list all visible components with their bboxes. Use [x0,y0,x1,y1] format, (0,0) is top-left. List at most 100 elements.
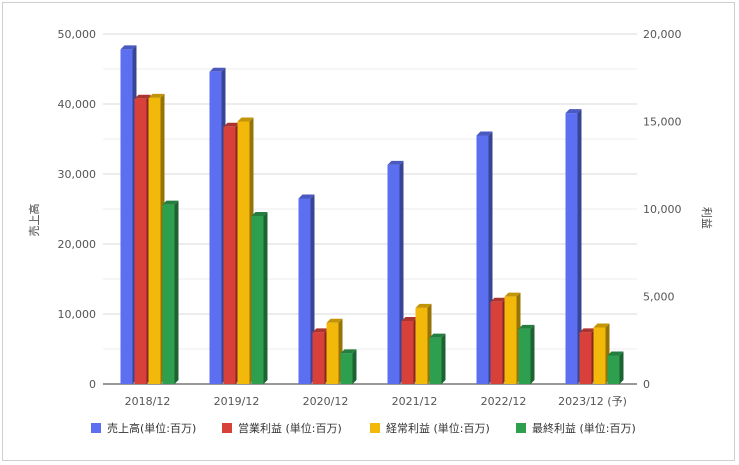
bar [223,122,240,384]
bar [120,45,137,385]
legend-item: 営業利益 (単位:百万) [222,421,342,435]
bar [340,349,357,384]
bar [401,317,418,384]
bar-top [490,297,507,302]
bar-top [504,292,521,297]
bar-front [148,97,161,384]
legend-label: 経常利益 (単位:百万) [386,421,490,435]
bar-top [579,328,596,333]
bar-top [120,45,137,50]
right-axis-title: 利益 [700,207,714,229]
bar-top [298,194,315,199]
bar [237,117,254,384]
bar-top [415,303,432,308]
bar-top [148,93,165,98]
bar [415,303,432,384]
bar-front [223,126,236,384]
bar [490,297,507,384]
x-tick-label: 2019/12 [214,395,260,408]
legend-label: 営業利益 (単位:百万) [238,421,342,435]
bar-top [593,323,610,328]
bar-front [476,135,489,384]
left-tick-label: 0 [89,378,96,391]
bar [504,292,521,384]
bar-front [162,204,175,384]
bar-front [518,328,531,384]
bar-front [504,296,517,384]
bar-side [441,333,446,384]
bar-top [326,318,343,323]
bar-side [352,349,357,384]
bar-front [326,322,339,384]
bar-top [387,160,404,165]
left-tick-label: 50,000 [58,28,97,41]
bars [120,45,624,385]
right-tick-label: 0 [643,378,650,391]
bar [312,328,329,384]
bar-front [593,327,606,384]
bar-front [312,332,325,384]
bar [162,200,179,384]
bar-top [518,324,535,329]
bar-front [134,98,147,384]
bar-top [134,94,151,99]
bar-top [251,212,268,216]
x-axis-ticks: 2018/12 2019/12 2020/12 2021/12 2022/12 2023/… [125,395,627,408]
legend-swatch [91,423,101,433]
x-tick-label: 2022/12 [481,395,527,408]
right-tick-label: 10,000 [643,203,682,216]
bar [476,131,493,384]
bar-front [490,301,503,384]
bar [298,194,315,384]
bar-top [312,328,329,333]
bar-front [340,353,353,384]
left-axis-ticks: 0 10,000 20,000 30,000 40,000 50,000 [58,28,97,391]
bar-top [340,349,357,354]
bar-top [401,317,418,321]
bar-side [174,200,179,384]
left-tick-label: 40,000 [58,98,97,111]
right-axis-ticks: 0 5,000 10,000 15,000 20,000 [643,28,682,391]
bar [387,160,404,384]
x-tick-label: 2020/12 [303,395,349,408]
bar-front [607,355,620,384]
bar-top [607,351,624,356]
bar-front [579,332,592,384]
bar-top [429,333,446,338]
bar-front [120,49,133,385]
legend-label: 売上高(単位:百万) [107,421,196,435]
legend-swatch [370,423,380,433]
bar [209,67,226,385]
legend-label: 最終利益 (単位:百万) [532,421,636,435]
x-tick-label: 2018/12 [125,395,171,408]
bar-top [223,122,240,127]
bar [579,328,596,384]
bar [148,93,165,384]
bar-top [237,117,254,122]
legend-swatch [516,423,526,433]
bar-side [530,324,535,384]
gridlines [103,33,637,385]
legend-swatch [222,423,232,433]
bar [429,333,446,384]
bar-side [263,212,268,384]
bar-top [209,67,226,72]
legend-item: 売上高(単位:百万) [91,421,196,435]
bar [134,94,151,384]
bar-front [251,216,264,384]
bar [565,109,582,384]
x-tick-label: 2023/12 (予) [558,395,627,408]
bar-front [415,307,428,384]
bar-side [577,109,582,384]
bar-top [476,131,493,136]
left-tick-label: 30,000 [58,168,97,181]
bar-side [619,351,624,384]
legend-item: 最終利益 (単位:百万) [516,421,636,435]
bar [251,212,268,384]
x-tick-label: 2021/12 [392,395,438,408]
bar-front [401,321,414,384]
bar-front [565,113,578,384]
legend-item: 経常利益 (単位:百万) [370,421,490,435]
bar [326,318,343,384]
